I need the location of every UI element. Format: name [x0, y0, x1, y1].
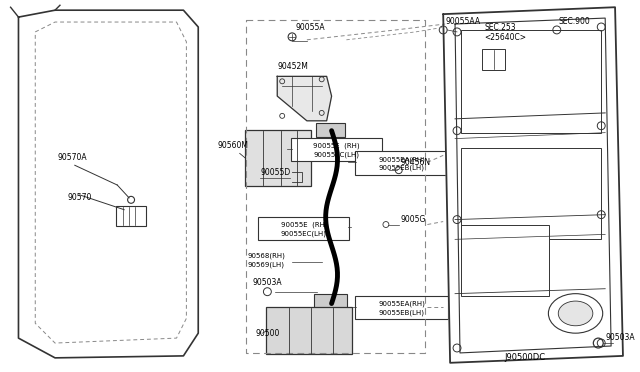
- Text: 90055EB(LH): 90055EB(LH): [379, 309, 425, 316]
- Text: 90055EA(RH): 90055EA(RH): [378, 300, 425, 307]
- Text: 90055AA: 90055AA: [445, 17, 480, 26]
- FancyBboxPatch shape: [266, 308, 353, 354]
- Text: 90055EC(LH): 90055EC(LH): [314, 151, 360, 158]
- Text: <25640C>: <25640C>: [484, 33, 527, 42]
- FancyBboxPatch shape: [259, 217, 349, 240]
- Text: 90055EA(RH): 90055EA(RH): [378, 156, 425, 163]
- FancyBboxPatch shape: [244, 130, 311, 186]
- Text: 90560M: 90560M: [218, 141, 249, 150]
- Text: 90055D: 90055D: [260, 168, 291, 177]
- Text: 9005G: 9005G: [401, 215, 426, 224]
- FancyBboxPatch shape: [316, 123, 346, 137]
- FancyBboxPatch shape: [461, 30, 601, 133]
- FancyBboxPatch shape: [291, 138, 382, 161]
- Text: 90055E  (RH): 90055E (RH): [313, 142, 360, 149]
- FancyBboxPatch shape: [461, 225, 549, 296]
- Text: 90569(LH): 90569(LH): [248, 262, 285, 269]
- Ellipse shape: [548, 294, 603, 333]
- Text: 90055E  (RH): 90055E (RH): [280, 221, 327, 228]
- FancyBboxPatch shape: [355, 296, 448, 319]
- Text: 90055A: 90055A: [295, 23, 324, 32]
- Text: SEC.900: SEC.900: [559, 17, 591, 26]
- Text: 90055EC(LH): 90055EC(LH): [281, 230, 327, 237]
- Text: 90500: 90500: [255, 329, 280, 338]
- Text: 90055EB(LH): 90055EB(LH): [379, 165, 425, 171]
- Text: 90570: 90570: [68, 193, 92, 202]
- Text: 90570A: 90570A: [58, 153, 88, 162]
- Text: 90456N: 90456N: [401, 158, 431, 167]
- Text: 90568(RH): 90568(RH): [248, 252, 285, 259]
- FancyBboxPatch shape: [116, 206, 146, 225]
- Text: 90503A: 90503A: [605, 333, 635, 342]
- Polygon shape: [443, 7, 623, 363]
- FancyBboxPatch shape: [482, 49, 506, 70]
- Text: 90503A: 90503A: [253, 278, 282, 287]
- FancyBboxPatch shape: [461, 148, 601, 239]
- Text: SEC.253: SEC.253: [484, 23, 516, 32]
- Ellipse shape: [558, 301, 593, 326]
- Polygon shape: [277, 76, 332, 121]
- FancyBboxPatch shape: [355, 151, 448, 175]
- FancyBboxPatch shape: [314, 294, 348, 310]
- Text: 90452M: 90452M: [277, 62, 308, 71]
- Text: J90500DC: J90500DC: [504, 353, 545, 362]
